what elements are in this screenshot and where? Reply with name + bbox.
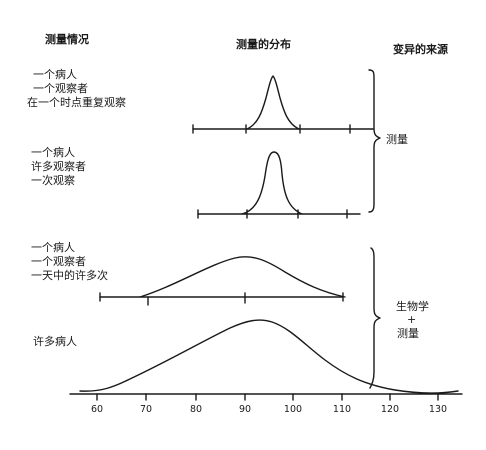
distribution-curve-4 [79, 319, 459, 394]
row-3-line-3: 一天中的许多次 [31, 269, 108, 282]
brace-biology-measurement [369, 247, 381, 389]
brace-measurement [368, 69, 381, 213]
tick-label-130: 130 [428, 404, 448, 415]
row-1-line-1: 一个病人 [33, 68, 77, 81]
row-2-line-3: 一次观察 [31, 174, 75, 187]
row-2-line-1: 一个病人 [31, 146, 75, 159]
distribution-curve-1 [246, 75, 300, 130]
distribution-curve-2 [241, 151, 303, 215]
distribution-curve-3 [139, 256, 346, 298]
tick-label-110: 110 [332, 404, 352, 415]
tick-label-90: 90 [238, 404, 252, 415]
tick-label-80: 80 [189, 404, 203, 415]
source-measurement: 测量 [386, 133, 408, 146]
row-1-line-3: 在一个时点重复观察 [27, 96, 126, 109]
row-2-line-2: 许多观察者 [31, 160, 86, 173]
row-1-line-2: 一个观察者 [33, 82, 88, 95]
source-measurement-2: 测量 [397, 327, 419, 340]
source-biology: 生物学 [396, 300, 429, 313]
tick-label-60: 60 [90, 404, 104, 415]
tick-label-100: 100 [283, 404, 303, 415]
source-plus: + [407, 313, 417, 326]
row-3-line-2: 一个观察者 [31, 255, 86, 268]
header-source: 变异的来源 [393, 43, 448, 56]
tick-label-120: 120 [380, 404, 400, 415]
row-4-line-1: 许多病人 [33, 335, 77, 348]
tick-label-70: 70 [139, 404, 153, 415]
header-situation: 测量情况 [45, 33, 89, 46]
row-3-line-1: 一个病人 [31, 241, 75, 254]
header-distribution: 测量的分布 [236, 38, 291, 51]
